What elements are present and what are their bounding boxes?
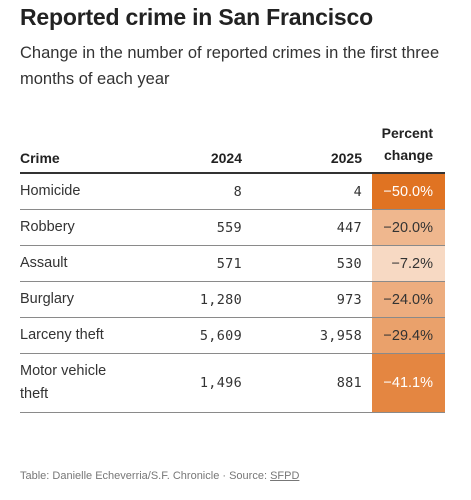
table-row: Robbery 559 447 −20.0%: [20, 209, 445, 246]
row-2024-value: 1,280: [142, 281, 252, 318]
header-percent-line2: change: [383, 147, 433, 163]
row-2024-value: 5,609: [142, 317, 252, 354]
chart-subtitle: Change in the number of reported crimes …: [20, 44, 440, 88]
header-percent-line1: Percent: [381, 125, 433, 141]
row-crime: Robbery: [20, 209, 142, 246]
table-row: Larceny theft 5,609 3,958 −29.4%: [20, 317, 445, 354]
row-2024-value: 1,496: [142, 353, 252, 413]
row-2025-value: 881: [252, 353, 372, 413]
header-crime: Crime: [20, 118, 142, 174]
table-row: Motor vehicle theft 1,496 881 −41.1%: [20, 353, 445, 413]
row-crime: Burglary: [20, 281, 142, 318]
row-2024-value: 559: [142, 209, 252, 246]
table-row: Burglary 1,280 973 −24.0%: [20, 281, 445, 318]
row-2025-value: 3,958: [252, 317, 372, 354]
header-2024: 2024: [142, 118, 252, 174]
header-2025: 2025: [252, 118, 372, 174]
row-2025-value: 4: [252, 173, 372, 210]
footer-credit-text: Table: Danielle Echeverria/S.F. Chronicl…: [20, 470, 271, 482]
table-row: Homicide 8 4 −50.0%: [20, 173, 445, 210]
row-percent-change: −20.0%: [372, 209, 445, 246]
row-percent-change: −7.2%: [372, 245, 445, 282]
row-2025-value: 530: [252, 245, 372, 282]
footer-credit: Table: Danielle Echeverria/S.F. Chronicl…: [20, 470, 299, 482]
row-percent-change: −24.0%: [372, 281, 445, 318]
source-link[interactable]: SFPD: [270, 470, 300, 482]
row-percent-change: −29.4%: [372, 317, 445, 354]
row-crime: Assault: [20, 245, 142, 282]
row-crime: Larceny theft: [20, 317, 142, 354]
row-percent-change: −41.1%: [372, 353, 445, 413]
row-percent-change: −50.0%: [372, 173, 445, 210]
crime-table: Crime 2024 2025 Percent change Homicide 8…: [20, 118, 445, 413]
row-crime: Motor vehicle theft: [20, 353, 142, 413]
table-header-row: Crime 2024 2025 Percent change: [20, 118, 445, 174]
row-2024-value: 571: [142, 245, 252, 282]
header-percent-change: Percent change: [372, 118, 445, 174]
table-row: Assault 571 530 −7.2%: [20, 245, 445, 282]
row-2024-value: 8: [142, 173, 252, 210]
chart-title: Reported crime in San Francisco: [20, 4, 373, 30]
row-2025-value: 973: [252, 281, 372, 318]
row-crime: Homicide: [20, 173, 142, 210]
row-2025-value: 447: [252, 209, 372, 246]
